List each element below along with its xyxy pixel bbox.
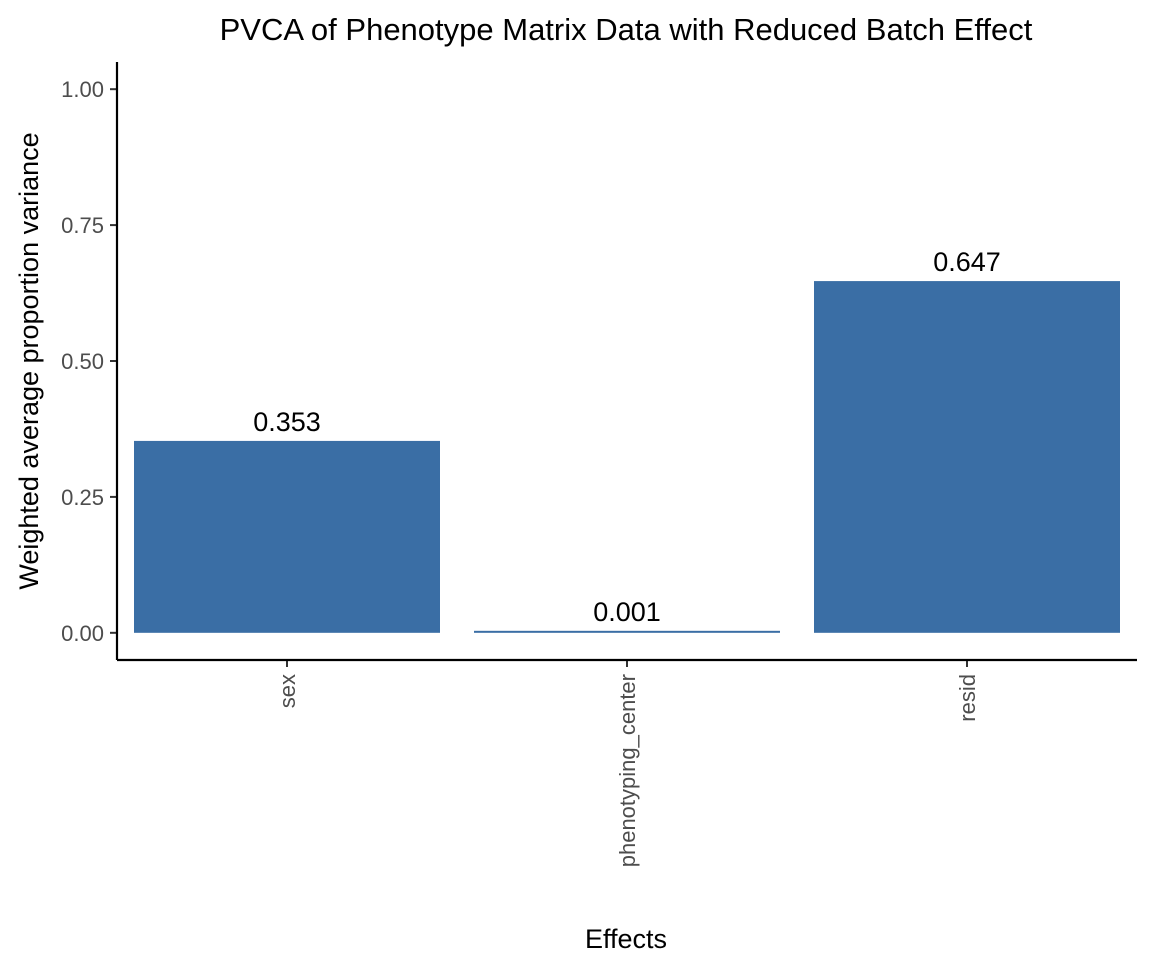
data-label-phenotyping-center: 0.001	[593, 597, 661, 627]
data-labels-layer: 0.353 0.001 0.647	[253, 247, 1001, 627]
bar-sex	[134, 440, 440, 633]
y-axis-ticks: 0.00 0.25 0.50 0.75 1.00	[61, 77, 117, 646]
bar-resid	[814, 281, 1120, 633]
y-tick-label: 0.00	[61, 621, 104, 646]
y-tick-label: 1.00	[61, 77, 104, 102]
data-label-sex: 0.353	[253, 407, 321, 437]
x-tick-label-resid: resid	[955, 674, 980, 722]
x-axis-ticks: sex phenotyping_center resid	[275, 660, 980, 867]
y-tick-label: 0.25	[61, 485, 104, 510]
x-tick-label-phenotyping-center: phenotyping_center	[615, 674, 640, 867]
data-label-resid: 0.647	[933, 247, 1001, 277]
y-tick-label: 0.75	[61, 213, 104, 238]
y-tick-label: 0.50	[61, 349, 104, 374]
x-axis-title: Effects	[585, 924, 667, 954]
bars-layer	[134, 281, 1120, 633]
y-axis-title: Weighted average proportion variance	[14, 132, 44, 589]
x-tick-label-sex: sex	[275, 674, 300, 708]
chart-title: PVCA of Phenotype Matrix Data with Reduc…	[220, 12, 1033, 47]
bar-phenotyping-center	[474, 630, 780, 633]
